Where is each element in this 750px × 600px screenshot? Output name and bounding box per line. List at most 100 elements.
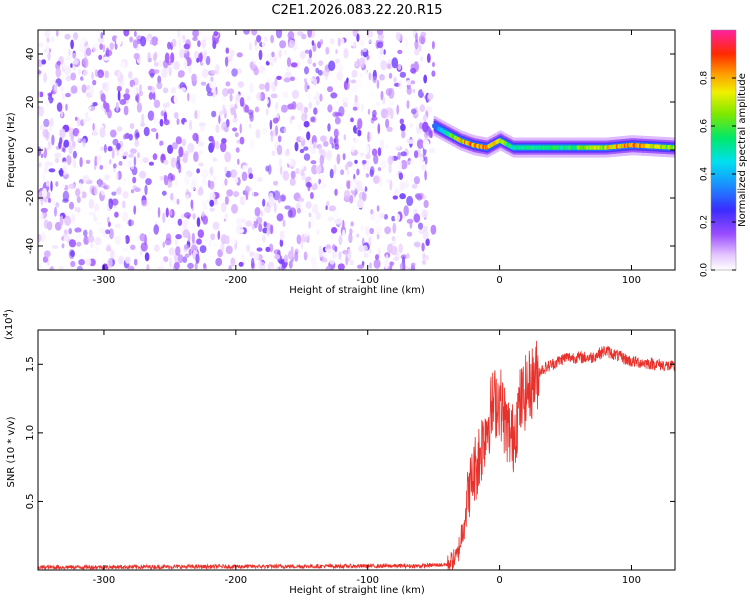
- noise-speckle: [226, 189, 234, 197]
- noise-speckle: [299, 164, 304, 170]
- noise-speckle: [153, 113, 157, 124]
- noise-speckle: [212, 221, 220, 230]
- noise-speckle: [358, 57, 365, 68]
- noise-speckle: [85, 159, 91, 164]
- noise-speckle: [56, 102, 63, 112]
- noise-speckle: [174, 237, 178, 246]
- noise-speckle: [279, 40, 287, 49]
- colorbar-tick-label: 0.4: [700, 167, 710, 182]
- noise-speckle: [247, 109, 254, 115]
- noise-speckle: [225, 245, 233, 255]
- noise-speckle: [198, 186, 203, 194]
- noise-speckle: [102, 44, 106, 53]
- noise-speckle: [99, 43, 104, 50]
- noise-speckle: [251, 190, 255, 197]
- noise-speckle: [305, 182, 312, 188]
- noise-speckle: [297, 197, 305, 203]
- noise-speckle: [118, 255, 124, 265]
- noise-speckle: [64, 56, 72, 61]
- noise-speckle: [399, 262, 406, 270]
- noise-speckle: [232, 117, 238, 123]
- noise-speckle: [170, 52, 175, 63]
- noise-speckle: [285, 66, 292, 71]
- noise-speckle: [397, 160, 403, 171]
- noise-speckle: [170, 157, 177, 168]
- noise-speckle: [153, 99, 161, 109]
- noise-speckle: [256, 176, 263, 183]
- noise-speckle: [110, 78, 114, 84]
- noise-speckle: [265, 98, 269, 105]
- noise-speckle: [161, 190, 167, 196]
- noise-speckle: [269, 119, 273, 130]
- noise-speckle: [166, 65, 171, 73]
- noise-speckle: [265, 82, 270, 92]
- noise-speckle: [91, 71, 94, 81]
- noise-speckle: [245, 191, 249, 201]
- noise-speckle: [215, 140, 220, 150]
- noise-speckle: [192, 132, 199, 142]
- noise-speckle: [413, 176, 420, 185]
- noise-speckle: [220, 243, 225, 252]
- noise-speckle: [104, 174, 110, 181]
- noise-speckle: [352, 30, 358, 37]
- noise-speckle: [92, 43, 99, 53]
- noise-speckle: [297, 31, 304, 36]
- noise-speckle: [94, 237, 102, 246]
- noise-speckle: [282, 219, 286, 228]
- noise-speckle: [421, 84, 429, 95]
- noise-speckle: [97, 37, 105, 44]
- noise-speckle: [117, 186, 122, 196]
- noise-speckle: [385, 118, 390, 129]
- noise-speckle: [153, 61, 159, 67]
- noise-speckle: [159, 145, 166, 152]
- noise-speckle: [368, 236, 372, 247]
- noise-speckle: [131, 236, 139, 245]
- noise-speckle: [400, 159, 408, 170]
- noise-speckle: [52, 244, 59, 249]
- noise-speckle: [85, 47, 92, 57]
- noise-speckle: [103, 100, 107, 109]
- noise-speckle: [162, 85, 169, 96]
- snr-y-tick-label: 1.5: [25, 356, 36, 372]
- noise-speckle: [76, 196, 81, 204]
- noise-speckle: [177, 254, 184, 263]
- noise-speckle: [282, 91, 289, 99]
- noise-speckle: [347, 181, 351, 189]
- colorbar-ticks: 0.0 0.2 0.4 0.6 0.8: [700, 71, 736, 278]
- noise-speckle: [102, 82, 107, 90]
- noise-speckle: [73, 32, 79, 40]
- noise-speckle: [108, 198, 114, 210]
- noise-speckle: [133, 258, 138, 266]
- noise-speckle: [391, 235, 396, 242]
- noise-speckle: [262, 234, 266, 243]
- noise-speckle: [282, 170, 290, 181]
- noise-speckle: [298, 221, 302, 231]
- noise-speckle: [398, 172, 404, 180]
- noise-speckle: [397, 64, 402, 71]
- noise-speckle: [159, 175, 164, 181]
- noise-speckle: [410, 172, 414, 180]
- noise-speckle: [224, 178, 228, 186]
- noise-speckle: [271, 51, 275, 58]
- noise-speckle: [132, 39, 138, 49]
- noise-speckle: [318, 145, 323, 154]
- noise-speckle: [99, 226, 102, 234]
- noise-speckle: [420, 56, 423, 62]
- noise-speckle: [370, 91, 378, 100]
- colorbar-tick-label: 0.0: [700, 263, 710, 278]
- noise-speckle: [328, 60, 336, 72]
- noise-speckle: [340, 169, 345, 176]
- noise-speckle: [392, 222, 397, 234]
- noise-speckle: [360, 225, 365, 232]
- noise-speckle: [53, 76, 56, 85]
- noise-speckle: [283, 128, 287, 133]
- noise-speckle: [230, 237, 237, 245]
- noise-speckle: [192, 30, 199, 38]
- noise-speckle: [212, 40, 217, 50]
- noise-speckle: [367, 108, 371, 115]
- noise-speckle: [298, 200, 303, 206]
- noise-speckle: [329, 136, 334, 145]
- noise-speckle: [180, 213, 185, 219]
- noise-speckle: [354, 136, 360, 144]
